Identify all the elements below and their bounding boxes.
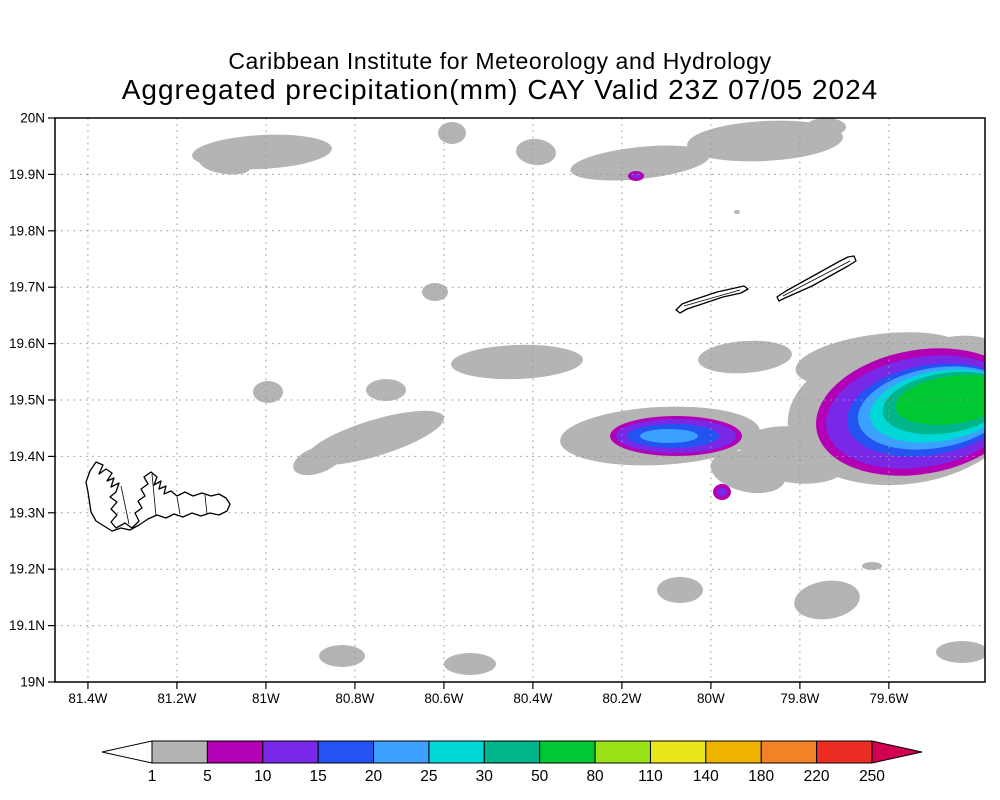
y-tick-label: 19.4N [9,449,45,464]
precip-contour [199,153,251,175]
grand-cayman-outline [85,461,231,532]
x-tick-label: 81.2W [157,691,196,706]
colorbar-segment [816,740,873,764]
y-tick-label: 19.1N [9,618,45,633]
precip-contour [438,122,466,144]
y-tick-label: 19.5N [9,393,45,408]
precip-contour [319,645,365,667]
axis-layer: 81.4W 81.2W 81W 80.8W 80.6W 80.4W 80.2W 80W 79.8… [9,111,909,707]
precip-contour [253,381,283,403]
colorbar-label: 110 [638,768,663,785]
colorbar-label: 20 [365,768,383,785]
precip-contour [570,145,710,181]
colorbar-label: 50 [531,768,549,785]
colorbar-segment [317,740,375,764]
y-tick-label: 19.7N [9,280,45,295]
colorbar-label: 80 [586,768,604,785]
precip-contour [687,120,843,162]
y-tick-label: 20N [20,111,45,126]
colorbar-segment [594,740,651,764]
y-tick-label: 19.9N [9,167,45,182]
y-tick-label: 19.6N [9,336,45,351]
y-tick-label: 19N [20,675,45,690]
colorbar-segment [539,740,596,764]
x-tick-label: 80.8W [335,691,374,706]
colorbar-label: 180 [748,768,774,785]
precip-contour [717,488,727,496]
colorbar-segment [483,740,541,764]
colorbar-segment [262,740,319,764]
precip-contour [451,344,583,380]
precip-contour [293,444,343,476]
x-tick-label: 81W [252,691,280,706]
colorbar-left-arrow [101,740,153,764]
little-cayman-outline [675,285,749,314]
grand-cayman-interior-line [120,485,130,525]
colorbar-label: 30 [476,768,494,785]
colorbar-label: 25 [420,768,437,785]
colorbar-label: 5 [203,768,212,785]
x-tick-label: 80.2W [602,691,641,706]
colorbar-segment [649,740,707,764]
x-tick-label: 80.4W [513,691,552,706]
grand-cayman-interior-line [151,473,157,517]
gridline-layer [55,118,985,682]
colorbar-label: 15 [310,768,327,785]
precip-contour [710,450,786,494]
precip-contour [657,577,703,603]
y-tick-label: 19.2N [9,562,45,577]
precip-contour [640,429,698,443]
y-tick-label: 19.3N [9,505,45,520]
colorbar-label: 1 [148,768,157,785]
y-tick-label: 19.8N [9,223,45,238]
colorbar-label: 220 [804,768,830,785]
cayman-brac-interior-line [782,260,851,297]
colorbar-segment [428,740,485,764]
colorbar-segment [760,740,818,764]
colorbar: 1 5 10 15 20 25 30 50 80 110 140 180 220 250 [101,740,923,785]
coastline-layer [85,255,857,532]
x-tick-label: 80.6W [424,691,463,706]
grand-cayman-interior-line [204,494,208,515]
precip-contour [895,374,985,426]
grand-cayman-interior-line [176,496,181,515]
colorbar-segment [151,740,208,764]
x-tick-label: 80W [697,691,725,706]
precip-contour [794,580,860,620]
map-title: Aggregated precipitation(mm) CAY Valid 2… [121,74,879,105]
colorbar-segment [206,740,264,764]
colorbar-label: 140 [693,768,719,785]
colorbar-segment [705,740,762,764]
precip-contour [366,379,406,401]
colorbar-segment [373,740,430,764]
precip-contour [516,138,556,166]
precip-contour [936,641,985,663]
colorbar-label: 10 [254,768,272,785]
precip-shading-layer [192,118,985,675]
precip-contour [806,118,846,136]
precip-contour [862,562,882,570]
precip-contour [734,210,740,214]
x-tick-label: 79.8W [780,691,819,706]
colorbar-right-arrow [871,740,923,764]
little-cayman-interior-line [683,289,741,307]
precip-contour [444,653,496,675]
x-tick-label: 79.6W [869,691,908,706]
precip-contour [698,340,792,374]
x-tick-label: 81.4W [68,691,107,706]
org-title: Caribbean Institute for Meteorology and … [228,48,772,74]
colorbar-label: 250 [859,768,885,785]
